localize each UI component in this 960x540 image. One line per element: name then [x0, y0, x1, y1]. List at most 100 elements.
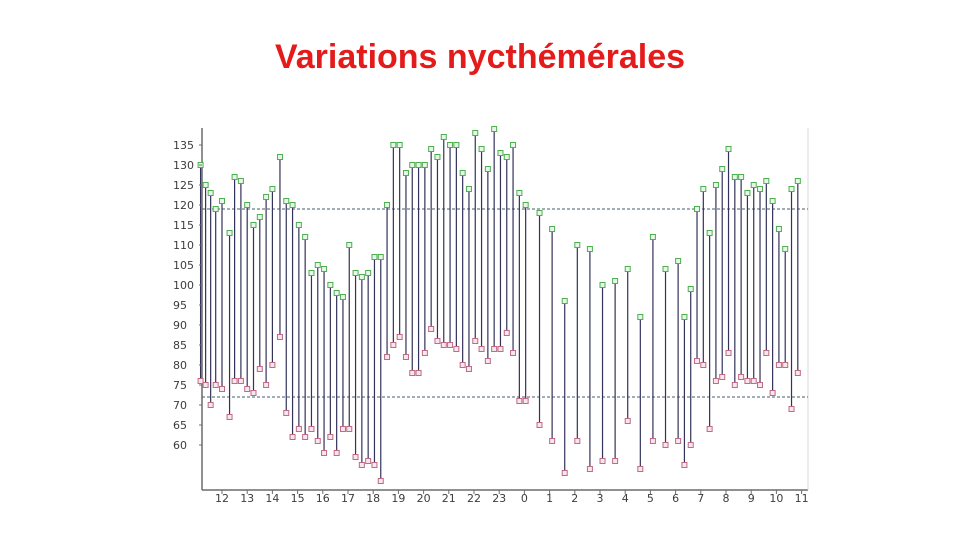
low-point-5: [226, 414, 233, 420]
low-point-48: [497, 346, 504, 352]
x-tick-label: 18: [366, 492, 380, 505]
x-tick-label: 6: [672, 492, 679, 505]
low-point-80: [775, 362, 782, 368]
x-tick-label: 4: [622, 492, 629, 505]
high-point-79: [769, 198, 776, 204]
reference-lines: [202, 208, 808, 398]
high-point-19: [314, 262, 321, 268]
high-point-38: [434, 154, 441, 160]
high-point-50: [510, 142, 517, 148]
low-point-31: [390, 342, 397, 348]
y-tick-label: 75: [173, 379, 187, 392]
high-point-9: [250, 222, 257, 228]
high-point-81: [782, 246, 789, 252]
low-point-24: [346, 426, 353, 432]
high-point-4: [219, 198, 225, 204]
high-point-28: [371, 254, 378, 260]
high-point-26: [358, 274, 365, 280]
low-point-30: [384, 354, 391, 360]
y-tick-label: 115: [173, 219, 194, 232]
y-tick-label: 130: [173, 159, 194, 172]
low-point-50: [510, 350, 517, 356]
high-point-46: [484, 166, 491, 172]
y-tick-label: 105: [173, 259, 194, 272]
high-point-73: [731, 174, 738, 180]
low-point-27: [365, 458, 372, 464]
y-tick-label: 85: [173, 339, 187, 352]
high-point-34: [409, 162, 416, 168]
x-tick-label: 22: [467, 492, 481, 505]
y-tick-label: 90: [173, 319, 187, 332]
high-point-2: [207, 190, 214, 196]
high-point-54: [549, 226, 556, 232]
low-point-79: [769, 390, 776, 396]
high-point-52: [522, 202, 529, 208]
high-point-36: [421, 162, 428, 168]
low-point-26: [358, 462, 365, 468]
high-point-39: [440, 134, 447, 140]
high-point-77: [757, 186, 764, 192]
x-tick-label: 15: [291, 492, 305, 505]
high-point-47: [491, 126, 498, 132]
x-tick-label: 5: [647, 492, 654, 505]
low-point-21: [327, 434, 334, 440]
low-point-39: [440, 342, 447, 348]
high-point-68: [700, 186, 707, 192]
y-tick-label: 95: [173, 299, 187, 312]
low-point-58: [599, 458, 606, 464]
low-point-73: [731, 382, 738, 388]
high-point-56: [574, 242, 581, 248]
low-point-4: [219, 386, 225, 392]
high-point-7: [237, 178, 244, 184]
x-tick-label: 19: [391, 492, 405, 505]
high-point-3: [212, 206, 219, 212]
high-point-55: [561, 298, 568, 304]
low-point-42: [459, 362, 466, 368]
high-point-45: [478, 146, 485, 152]
low-point-19: [314, 438, 321, 444]
low-point-74: [738, 374, 745, 380]
y-tick-label: 135: [173, 139, 194, 152]
y-tick-label: 100: [173, 279, 194, 292]
x-tick-label: 17: [341, 492, 355, 505]
high-point-6: [231, 174, 238, 180]
high-point-66: [687, 286, 694, 292]
x-tick-label: 12: [215, 492, 229, 505]
low-point-53: [536, 422, 543, 428]
low-point-66: [687, 442, 694, 448]
low-point-55: [561, 470, 568, 476]
y-tick-label: 70: [173, 399, 187, 412]
low-point-43: [465, 366, 472, 372]
low-point-69: [706, 426, 713, 432]
low-point-64: [675, 438, 682, 444]
low-point-61: [637, 466, 644, 472]
low-point-34: [409, 370, 416, 376]
high-point-82: [788, 186, 795, 192]
high-point-40: [447, 142, 454, 148]
low-point-56: [574, 438, 581, 444]
low-point-47: [491, 346, 498, 352]
high-point-24: [346, 242, 353, 248]
low-point-18: [308, 426, 315, 432]
low-point-54: [549, 438, 556, 444]
high-point-60: [624, 266, 631, 272]
high-point-44: [472, 130, 479, 136]
low-point-25: [352, 454, 359, 460]
y-axis: 60 65 70 75 80 85 90 95 100 105 110 115 120 125 130 135: [173, 139, 202, 452]
x-tick-label: 16: [316, 492, 330, 505]
high-point-16: [295, 222, 302, 228]
high-point-1: [202, 182, 209, 188]
low-point-38: [434, 338, 441, 344]
low-point-15: [289, 434, 296, 440]
high-point-8: [244, 202, 251, 208]
x-tick-label: 1: [546, 492, 553, 505]
high-point-57: [586, 246, 593, 252]
y-tick-label: 125: [173, 179, 194, 192]
low-point-45: [478, 346, 485, 352]
low-point-81: [782, 362, 789, 368]
low-point-22: [333, 450, 340, 456]
high-point-21: [327, 282, 334, 288]
low-point-41: [453, 346, 460, 352]
high-point-62: [649, 234, 656, 240]
